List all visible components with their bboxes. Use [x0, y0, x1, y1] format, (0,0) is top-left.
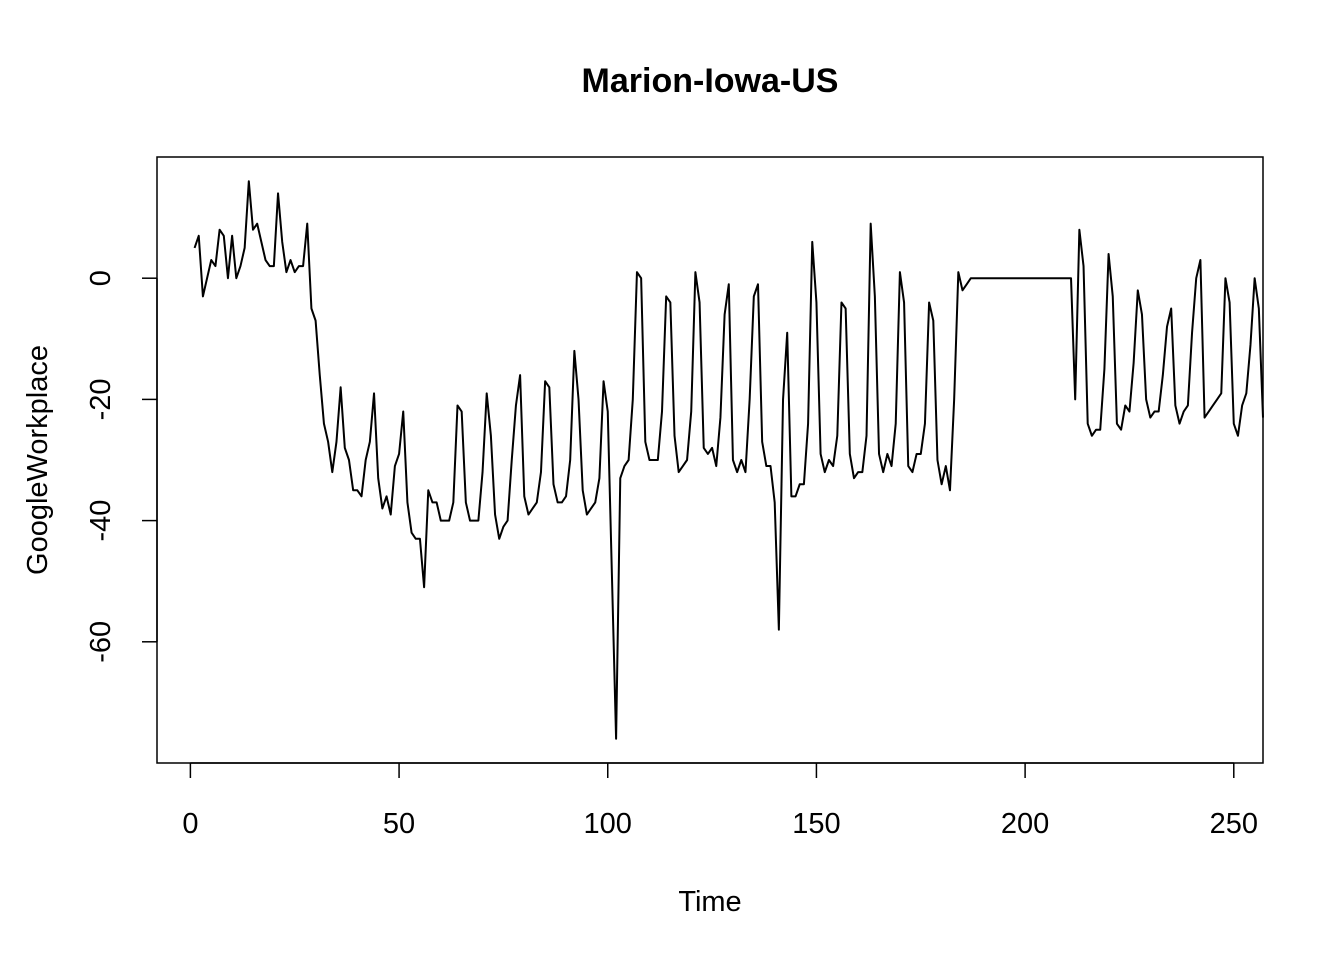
y-tick-label: -40: [85, 500, 117, 542]
y-tick-label: -60: [85, 621, 117, 663]
x-tick-label: 0: [182, 808, 198, 840]
x-tick-label: 100: [584, 808, 632, 840]
y-tick-label: 0: [85, 270, 117, 286]
y-tick-label: -20: [85, 378, 117, 420]
x-tick-label: 200: [1001, 808, 1049, 840]
y-axis: 0 -20 -40 -60: [85, 270, 158, 663]
chart-title: Marion-Iowa-US: [582, 62, 839, 100]
x-tick-label: 150: [792, 808, 840, 840]
x-axis: 0 50 100 150 200 250: [182, 762, 1258, 840]
series-line: [193, 180, 1264, 740]
y-axis-label: GoogleWorkplace: [22, 345, 54, 575]
x-axis-label: Time: [678, 886, 741, 918]
x-tick-label: 250: [1210, 808, 1258, 840]
x-tick-label: 50: [383, 808, 415, 840]
